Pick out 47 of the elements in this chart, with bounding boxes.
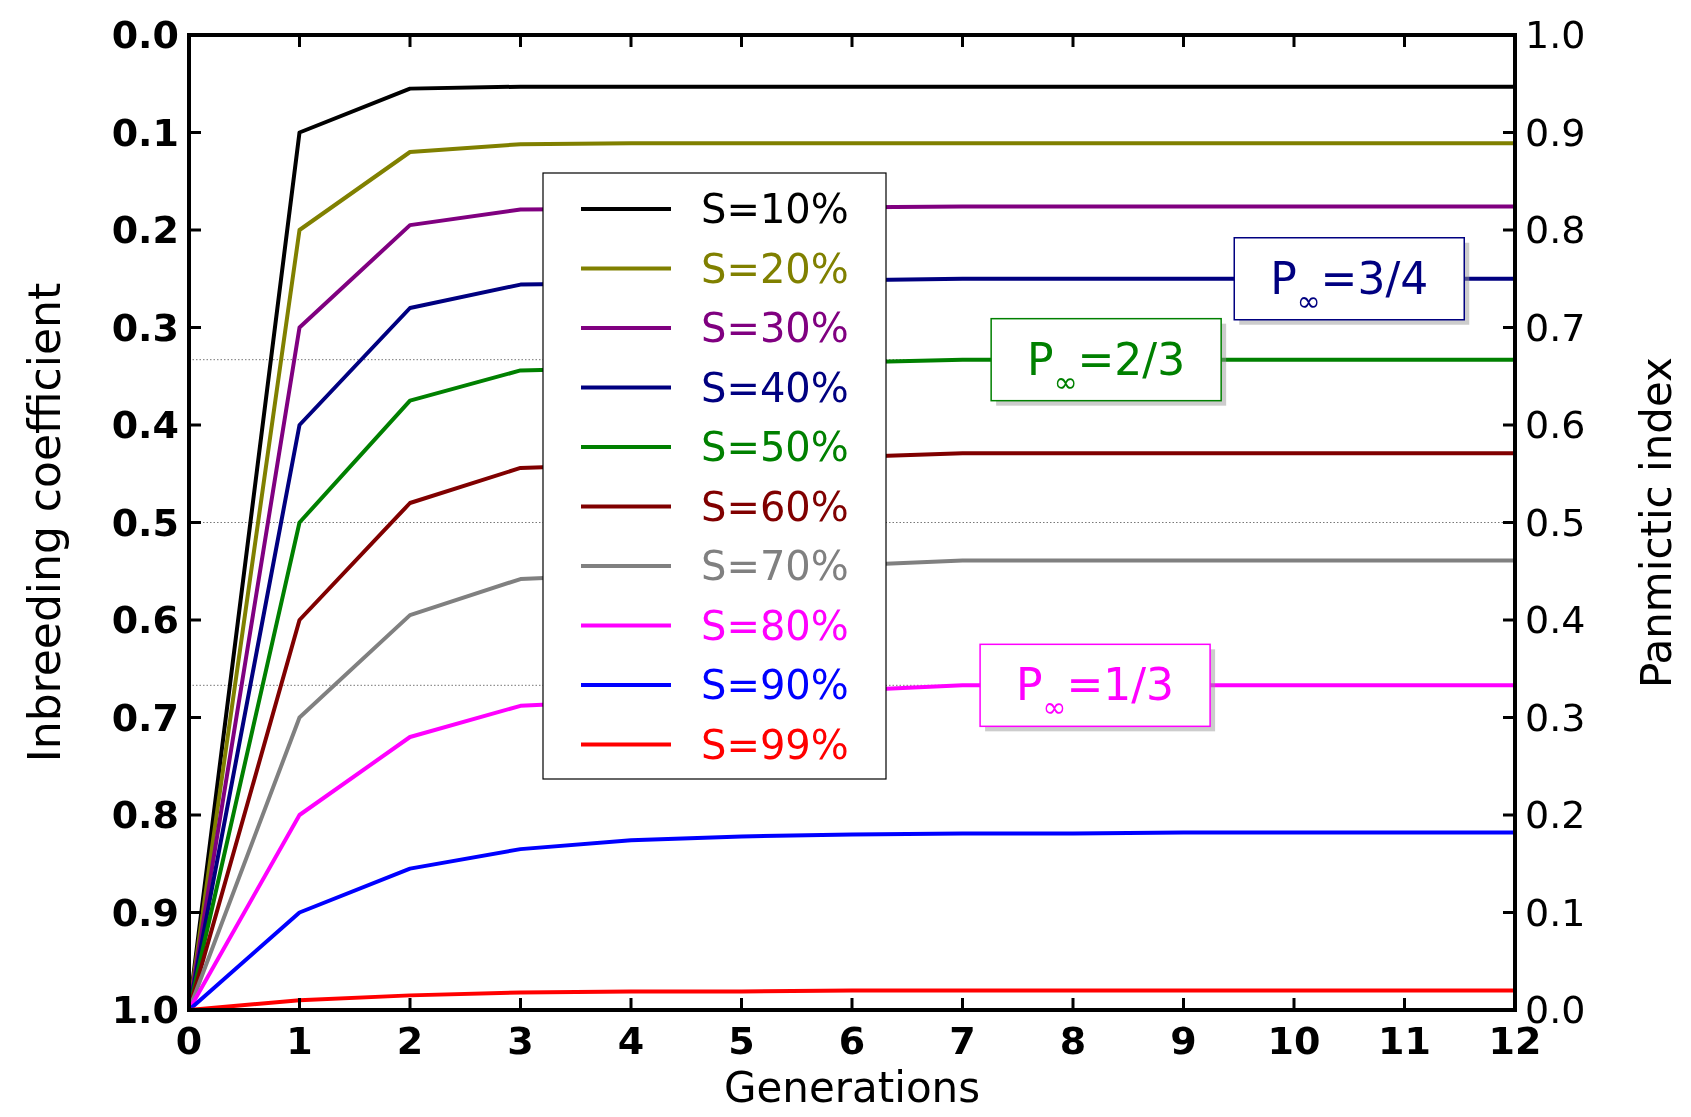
legend-label: S=90%	[701, 662, 849, 708]
x-tick-label: 3	[507, 1019, 534, 1063]
y-tick-label: 0.0	[111, 13, 179, 57]
legend-label: S=10%	[701, 186, 849, 232]
x-tick-label: 5	[728, 1019, 755, 1063]
y2-tick-label: 0.2	[1525, 793, 1586, 837]
y-tick-label: 0.7	[111, 695, 179, 740]
y-tick-label: 0.5	[111, 500, 179, 545]
y2-axis-title: Panmictic index	[1632, 357, 1681, 688]
legend-label: S=70%	[701, 543, 849, 589]
y2-tick-label: 0.4	[1525, 598, 1586, 642]
y2-tick-label: 0.5	[1525, 500, 1586, 545]
x-tick-label: 11	[1378, 1019, 1431, 1063]
legend-label: S=99%	[701, 721, 849, 768]
x-axis-title: Generations	[723, 1063, 981, 1112]
x-tick-label: 10	[1267, 1019, 1321, 1063]
x-tick-label: 4	[617, 1019, 645, 1063]
y2-tick-label: 1.0	[1525, 13, 1586, 57]
x-tick-label: 8	[1059, 1019, 1087, 1063]
legend-label: S=20%	[701, 245, 849, 292]
y2-tick-label: 0.7	[1525, 305, 1586, 350]
y2-tick-label: 0.9	[1525, 110, 1586, 155]
legend-label: S=60%	[701, 483, 849, 530]
x-tick-label: 7	[949, 1019, 976, 1063]
annotation: P$_{∞}$=3/4	[1270, 252, 1429, 318]
legend-label: S=80%	[701, 602, 849, 649]
legend-label: S=50%	[701, 424, 849, 470]
y-tick-label: 0.1	[111, 110, 179, 155]
y-axis-title: Inbreeding coefficient	[19, 282, 70, 763]
x-tick-label: 9	[1170, 1019, 1197, 1063]
x-tick-label: 2	[396, 1019, 424, 1063]
y-tick-label: 0.8	[111, 793, 179, 837]
y2-tick-label: 0.1	[1525, 890, 1586, 935]
y2-tick-label: 0.6	[1525, 403, 1586, 447]
legend-label: S=30%	[701, 305, 849, 351]
y2-tick-label: 0.3	[1525, 695, 1586, 740]
y2-tick-label: 0.8	[1525, 208, 1586, 252]
y-tick-label: 0.6	[111, 598, 179, 642]
y-tick-label: 0.2	[111, 208, 179, 252]
annotation: P$_{∞}$=1/3	[1016, 659, 1175, 725]
x-tick-label: 6	[838, 1019, 866, 1063]
y-tick-label: 0.3	[111, 305, 179, 350]
y-tick-label: 0.4	[111, 403, 179, 447]
legend-label: S=40%	[701, 364, 849, 411]
annotation: P$_{∞}$=2/3	[1027, 333, 1186, 399]
y-tick-label: 0.9	[111, 890, 179, 935]
x-tick-label: 1	[286, 1019, 313, 1063]
